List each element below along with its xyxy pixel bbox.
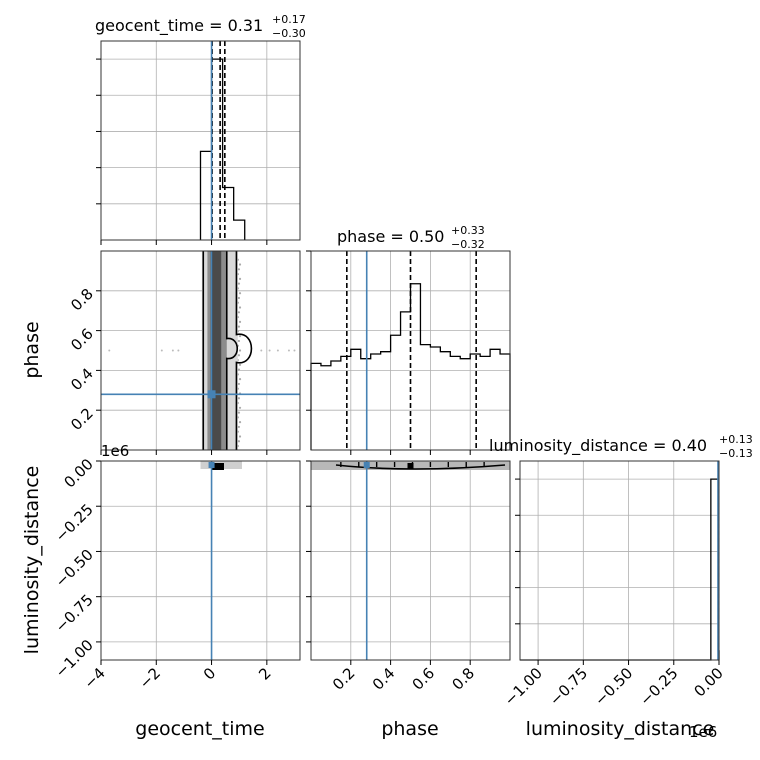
panel-geo-phase-sample-25	[237, 325, 241, 328]
panel-phase-dist-contour	[335, 464, 506, 470]
title-phase: phase = 0.50	[337, 227, 444, 246]
title-phase-minus: −0.32	[451, 238, 485, 251]
panel-geo-dist-core	[211, 463, 224, 470]
panel-geo-phase-sample-10	[237, 397, 241, 400]
title-geocent-time-plus: +0.17	[272, 13, 306, 26]
panel-geo-phase-density-inner	[211, 251, 222, 450]
title-geocent-time: geocent_time = 0.31	[95, 16, 263, 36]
panel-dist-frame	[519, 460, 720, 661]
panel-geo-phase-sample-13	[237, 382, 241, 386]
panel-geo-phase-sample-23	[238, 335, 242, 338]
panel-geo-phase-sample-5	[238, 421, 242, 424]
panel-geo-phase-sample-17	[238, 363, 242, 366]
panel-geo-phase-sample-28	[237, 311, 241, 314]
panel-geo-phase-truth-marker	[207, 390, 216, 399]
panel-geo-phase-point-3	[177, 349, 180, 352]
ylabel-luminosity-distance: luminosity_distance	[21, 466, 43, 655]
offset-text-y: 1e6	[101, 442, 129, 460]
panel-geo-phase-point-8	[293, 349, 296, 352]
panel-geo-phase-point-6	[276, 349, 279, 352]
panel-phase-dist-peak	[407, 463, 414, 469]
title-luminosity-distance: luminosity_distance = 0.40	[489, 436, 707, 456]
panel-geo-dist-frame	[100, 460, 301, 661]
panel-geo-phase-sample-22	[237, 339, 241, 343]
panel-geo-phase-sample-26	[238, 320, 242, 323]
panel-phase-hist	[310, 283, 511, 450]
xlabel-phase: phase	[381, 718, 438, 740]
panel-geo-phase-contour-right	[235, 251, 253, 450]
panel-geocent-frame	[100, 40, 301, 241]
panel-geo-phase-frame	[100, 250, 301, 451]
panel-geo-phase-sample-31	[237, 296, 241, 300]
xlabel-luminosity-distance: luminosity_distance	[526, 718, 715, 740]
panel-phase-dist-truth-marker	[363, 462, 370, 468]
panel-geo-phase-point-2	[171, 349, 174, 352]
panel-geo-phase-sample-19	[237, 354, 241, 357]
panel-geo-phase-sample-7	[237, 411, 241, 414]
panel-geo-phase-sample-16	[237, 368, 241, 371]
panel-geo-dist-truth-marker	[208, 462, 215, 468]
title-luminosity-distance-minus: −0.13	[719, 447, 753, 460]
panel-geo-phase-point-7	[287, 349, 290, 352]
panel-geo-phase-sample-32	[238, 292, 242, 295]
title-geocent-time-minus: −0.30	[272, 27, 306, 40]
panel-geo-phase-sample-20	[238, 349, 242, 352]
panel-geo-phase-sample-37	[237, 268, 241, 271]
panel-geo-phase-sample-1	[237, 440, 241, 443]
ylabel-phase: phase	[21, 321, 43, 378]
panel-phase-frame	[310, 250, 511, 451]
panel-geo-phase-sample-29	[238, 306, 242, 309]
panel-geo-phase-sample-4	[237, 425, 241, 429]
panel-geocent-hist	[199, 58, 246, 240]
title-luminosity-distance-plus: +0.13	[719, 433, 753, 446]
title-phase-plus: +0.33	[451, 224, 485, 237]
panel-geo-phase-point-1	[160, 349, 163, 352]
offset-text-x: 1e6	[689, 723, 717, 741]
panel-geo-phase-contour-mid	[225, 251, 239, 450]
panel-geo-phase-sample-14	[238, 378, 242, 381]
panel-phase-dist-frame	[310, 460, 511, 661]
xlabel-geocent-time: geocent_time	[135, 718, 264, 740]
panel-geo-phase-sample-38	[238, 263, 242, 266]
panel-geo-phase-point-0	[108, 349, 111, 352]
panel-geo-phase-sample-34	[237, 282, 241, 285]
panel-geo-phase-sample-8	[238, 406, 242, 409]
panel-geo-phase-point-5	[268, 349, 271, 352]
panel-geo-phase-sample-35	[238, 277, 242, 280]
panel-geo-phase-sample-2	[238, 435, 242, 438]
panel-geo-phase-point-4	[260, 349, 263, 352]
